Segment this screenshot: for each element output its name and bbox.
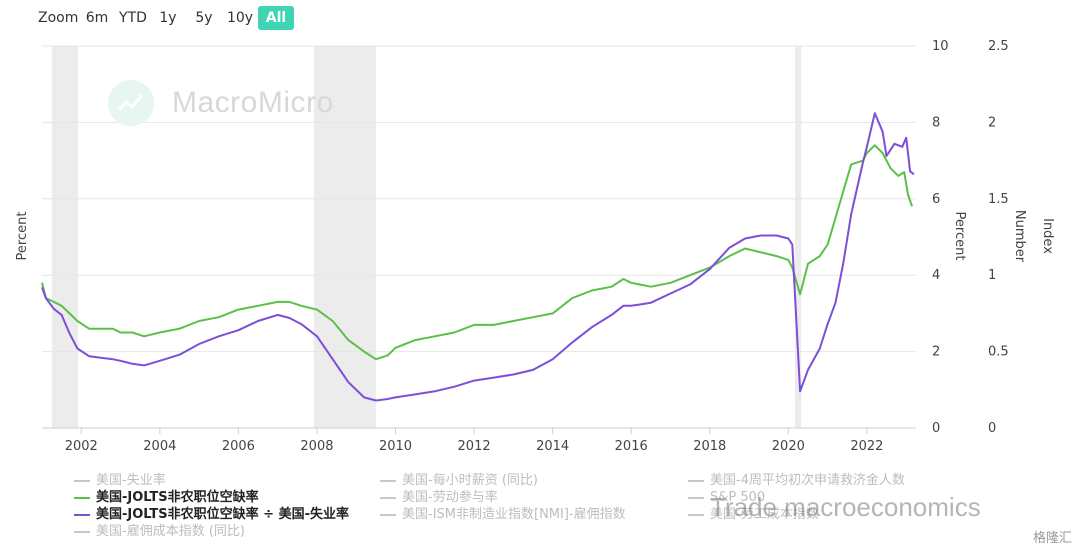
- y-axis-title-number: Number: [1012, 210, 1027, 263]
- legend-item[interactable]: S&P 500: [688, 489, 765, 507]
- series-line-jolts: [41, 144, 914, 361]
- legend-swatch: [74, 513, 90, 516]
- x-tick-label: 2012: [458, 439, 491, 454]
- legend-item[interactable]: 美国-失业率: [74, 472, 166, 490]
- recession-bands: [51, 46, 802, 428]
- legend-swatch: [74, 496, 90, 499]
- x-axis: 2002 2004 2006 2008 2010 2012 2014 2016 2018 2020…: [65, 428, 883, 454]
- y-axis-title-percent: Percent: [952, 212, 967, 261]
- legend-item[interactable]: 美国-4周平均初次申请救济金人数: [688, 472, 905, 490]
- x-tick-label: 2022: [850, 439, 883, 454]
- legend-swatch: [74, 530, 90, 533]
- y-tick-index: 2.5: [988, 39, 1009, 54]
- x-tick-label: 2006: [222, 439, 255, 454]
- x-tick-label: 2002: [65, 439, 98, 454]
- legend-swatch: [380, 513, 396, 516]
- y-tick-index: 2: [988, 115, 996, 130]
- legend-item[interactable]: 美国-ISM非制造业指数[NMI]-雇佣指数: [380, 506, 626, 524]
- watermark-brand: MacroMicro: [172, 86, 334, 119]
- recession-band: [51, 46, 79, 428]
- legend-label: 美国-JOLTS非农职位空缺率: [96, 490, 259, 505]
- series-line-jolts-ratio: [41, 112, 915, 402]
- legend-label: 美国-劳工成本指数: [710, 507, 819, 522]
- y-tick-index: 1: [988, 268, 996, 283]
- zoom-10y-button[interactable]: 10y: [226, 10, 254, 26]
- y-tick-percent: 0: [932, 421, 940, 436]
- legend-swatch: [688, 513, 704, 516]
- legend-item[interactable]: 美国-每小时薪资 (同比): [380, 472, 538, 490]
- zoom-6m-button[interactable]: 6m: [85, 10, 109, 26]
- legend-label: 美国-每小时薪资 (同比): [402, 473, 538, 488]
- x-tick-label: 2016: [615, 439, 648, 454]
- legend-swatch: [380, 479, 396, 482]
- zoom-ytd-button[interactable]: YTD: [119, 10, 147, 26]
- legend-label: 美国-JOLTS非农职位空缺率 ÷ 美国-失业率: [96, 507, 349, 522]
- legend-label: S&P 500: [710, 490, 766, 505]
- y-tick-percent: 8: [932, 115, 940, 130]
- legend-label: 美国-劳动参与率: [402, 490, 498, 505]
- y-tick-percent: 6: [932, 192, 940, 207]
- legend-label: 美国-雇佣成本指数 (同比): [96, 524, 245, 539]
- y-tick-percent: 10: [932, 39, 949, 54]
- x-tick-label: 2004: [143, 439, 176, 454]
- recession-band: [313, 46, 376, 428]
- legend-label: 美国-ISM非制造业指数[NMI]-雇佣指数: [402, 507, 626, 522]
- zoom-label: Zoom: [38, 10, 79, 26]
- legend-item[interactable]: 美国-劳工成本指数: [688, 506, 819, 524]
- legend-item[interactable]: 美国-JOLTS非农职位空缺率 ÷ 美国-失业率: [74, 506, 349, 524]
- x-tick-label: 2018: [693, 439, 726, 454]
- legend-item[interactable]: 美国-雇佣成本指数 (同比): [74, 523, 245, 541]
- x-tick-label: 2014: [536, 439, 569, 454]
- y-axis-title-index: Index: [1040, 218, 1055, 254]
- legend-swatch: [74, 479, 90, 482]
- y-tick-index: 1.5: [988, 192, 1009, 207]
- y-axes: 0 0 2 0.5 4 1 6 1.5 8 2 10 2.5 Percent Percent Number I…: [15, 39, 1055, 436]
- legend-swatch: [688, 479, 704, 482]
- x-tick-label: 2008: [300, 439, 333, 454]
- legend-item[interactable]: 美国-劳动参与率: [380, 489, 498, 507]
- legend-label: 美国-4周平均初次申请救济金人数: [710, 473, 905, 488]
- zoom-1y-button[interactable]: 1y: [159, 10, 177, 26]
- grid-lines: [42, 45, 916, 429]
- legend-label: 美国-失业率: [96, 473, 166, 488]
- zoom-5y-button[interactable]: 5y: [195, 10, 213, 26]
- recession-band: [795, 46, 802, 428]
- legend-swatch: [380, 496, 396, 499]
- x-tick-label: 2010: [379, 439, 412, 454]
- y-tick-index: 0: [988, 421, 996, 436]
- line-chart: 2002 2004 2006 2008 2010 2012 2014 2016 2018 2020…: [15, 39, 1055, 454]
- range-selector: Zoom 6m YTD 1y 5y 10y All: [0, 0, 400, 36]
- y-tick-percent: 2: [932, 345, 940, 360]
- y-axis-title-left: Percent: [15, 212, 30, 261]
- series-lines: [41, 112, 915, 402]
- zoom-all-button[interactable]: All: [258, 6, 294, 30]
- corner-logo: 格隆汇: [1032, 531, 1072, 546]
- y-tick-percent: 4: [932, 268, 940, 283]
- chart-trend-icon: [117, 94, 144, 111]
- legend-swatch: [688, 496, 704, 499]
- y-tick-index: 0.5: [988, 345, 1009, 360]
- watermark-logo: [108, 80, 154, 126]
- watermark-overlay: Trade macroeconomics: [710, 492, 981, 522]
- x-tick-label: 2020: [772, 439, 805, 454]
- legend-item[interactable]: 美国-JOLTS非农职位空缺率: [74, 489, 259, 507]
